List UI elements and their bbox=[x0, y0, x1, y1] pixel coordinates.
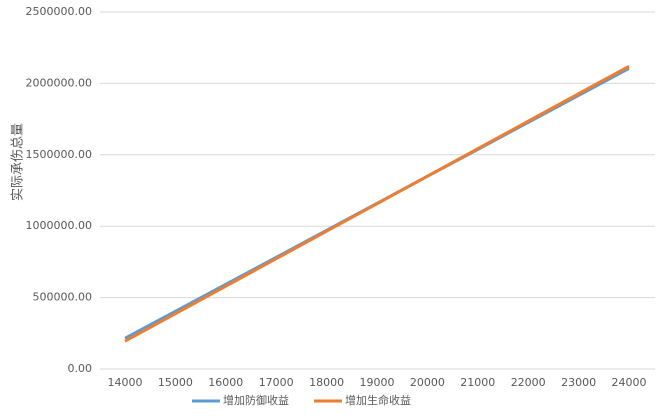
x-tick-label: 22000 bbox=[511, 376, 546, 389]
x-tick-label: 20000 bbox=[410, 376, 445, 389]
y-tick-label: 2000000.00 bbox=[26, 76, 92, 89]
y-tick-label: 2500000.00 bbox=[26, 5, 92, 18]
y-axis-label: 实际承伤总量 bbox=[11, 123, 26, 201]
x-tick-label: 14000 bbox=[108, 376, 143, 389]
y-tick-label: 500000.00 bbox=[33, 291, 93, 304]
data-line bbox=[124, 64, 630, 343]
y-tick-label: 0.00 bbox=[68, 362, 93, 375]
x-tick-label: 24000 bbox=[612, 376, 647, 389]
x-tick-label: 21000 bbox=[460, 376, 495, 389]
y-tick-label: 1500000.00 bbox=[26, 148, 92, 161]
y-tick-label: 1000000.00 bbox=[26, 219, 92, 232]
x-tick-label: 19000 bbox=[360, 376, 395, 389]
x-tick-label: 17000 bbox=[259, 376, 294, 389]
x-tick-label: 18000 bbox=[309, 376, 344, 389]
x-tick-label: 15000 bbox=[158, 376, 193, 389]
legend-label: 增加防御收益 bbox=[223, 393, 289, 407]
x-tick-label: 23000 bbox=[561, 376, 596, 389]
legend-label: 增加生命收益 bbox=[345, 393, 411, 407]
x-tick-label: 16000 bbox=[208, 376, 243, 389]
